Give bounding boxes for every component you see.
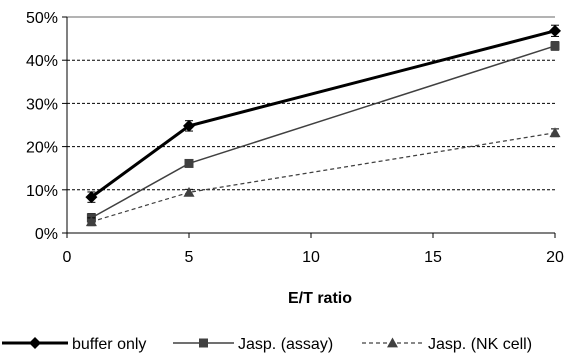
y-tick-label: 50% xyxy=(26,10,58,27)
series-buffer-only xyxy=(85,24,561,204)
data-point xyxy=(549,127,561,138)
axes xyxy=(62,16,556,238)
y-tick-label: 20% xyxy=(26,140,58,157)
series-line xyxy=(90,29,556,199)
y-tick-label: 40% xyxy=(26,53,58,70)
y-tick-label: 0% xyxy=(35,226,58,243)
series-line xyxy=(91,45,556,219)
data-point xyxy=(85,216,97,227)
legend-marker xyxy=(199,338,208,348)
data-point xyxy=(184,158,194,168)
legend-entry: Jasp. (NK cell) xyxy=(362,336,532,353)
data-series xyxy=(85,24,561,227)
data-point xyxy=(183,119,195,132)
data-point xyxy=(85,191,98,204)
legend-label: Jasp. (assay) xyxy=(238,336,333,353)
x-tick-label: 5 xyxy=(185,249,194,266)
legend-marker xyxy=(29,337,41,349)
legend-label: Jasp. (NK cell) xyxy=(428,336,532,353)
legend-marker xyxy=(387,337,398,348)
x-tick-label: 15 xyxy=(424,249,442,266)
tick-labels: 0% 10% 20% 30% 40% 50% 0 5 10 15 20 xyxy=(26,10,564,266)
grid-lines xyxy=(67,16,555,191)
x-axis-title: E/T ratio xyxy=(288,290,352,307)
data-point xyxy=(550,41,560,51)
legend: buffer only Jasp. (assay) Jasp. (NK cell) xyxy=(2,336,532,353)
data-point xyxy=(549,24,561,37)
legend-label: buffer only xyxy=(72,336,146,353)
x-tick-label: 10 xyxy=(302,249,320,266)
y-tick-label: 10% xyxy=(26,183,58,200)
y-tick-label: 30% xyxy=(26,96,58,113)
legend-entry: Jasp. (assay) xyxy=(173,336,333,353)
x-tick-label: 20 xyxy=(546,249,564,266)
data-point xyxy=(183,186,195,197)
series-jasp-assay- xyxy=(86,41,560,223)
legend-entry: buffer only xyxy=(2,336,146,353)
series-jasp-nk-cell- xyxy=(85,127,561,227)
x-tick-label: 0 xyxy=(63,249,72,266)
